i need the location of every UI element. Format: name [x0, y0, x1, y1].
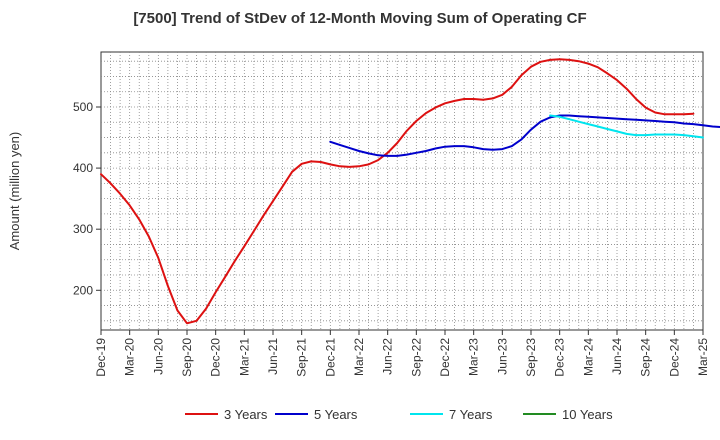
x-tick-label: Jun-23 — [495, 338, 509, 375]
x-tick-label: Mar-22 — [352, 338, 366, 376]
y-tick-label: 400 — [73, 161, 93, 175]
x-tick-label: Mar-25 — [696, 338, 710, 376]
legend-label: 5 Years — [314, 407, 358, 422]
legend-label: 7 Years — [449, 407, 493, 422]
x-tick-label: Dec-19 — [94, 338, 108, 377]
x-tick-label: Sep-21 — [295, 338, 309, 377]
y-tick-label: 200 — [73, 283, 93, 297]
y-axis-label: Amount (million yen) — [7, 132, 22, 251]
x-tick-label: Mar-21 — [237, 338, 251, 376]
chart-title: [7500] Trend of StDev of 12-Month Moving… — [133, 10, 587, 27]
x-tick-label: Dec-24 — [667, 338, 681, 377]
y-tick-label: 500 — [73, 100, 93, 114]
x-tick-label: Jun-24 — [610, 338, 624, 375]
x-tick-label: Sep-23 — [524, 338, 538, 377]
x-tick-label: Dec-23 — [553, 338, 567, 377]
x-tick-label: Sep-22 — [409, 338, 423, 377]
series-line-7-years — [549, 114, 704, 139]
x-tick-label: Sep-20 — [180, 338, 194, 377]
legend-label: 3 Years — [224, 407, 268, 422]
x-tick-label: Mar-24 — [581, 338, 595, 376]
legend-label: 10 Years — [562, 407, 613, 422]
series-line-5-years — [329, 114, 720, 157]
x-tick-label: Jun-21 — [266, 338, 280, 375]
y-tick-label: 300 — [73, 222, 93, 236]
plot-area — [100, 51, 704, 331]
x-tick-label: Jun-22 — [381, 338, 395, 375]
x-tick-label: Dec-22 — [438, 338, 452, 377]
x-tick-label: Mar-23 — [467, 338, 481, 376]
series-line-3-years — [100, 58, 695, 325]
x-tick-label: Sep-24 — [639, 338, 653, 377]
x-tick-label: Jun-20 — [151, 338, 165, 375]
x-tick-label: Dec-20 — [209, 338, 223, 377]
x-tick-label: Dec-21 — [323, 338, 337, 377]
x-tick-label: Mar-20 — [123, 338, 137, 376]
